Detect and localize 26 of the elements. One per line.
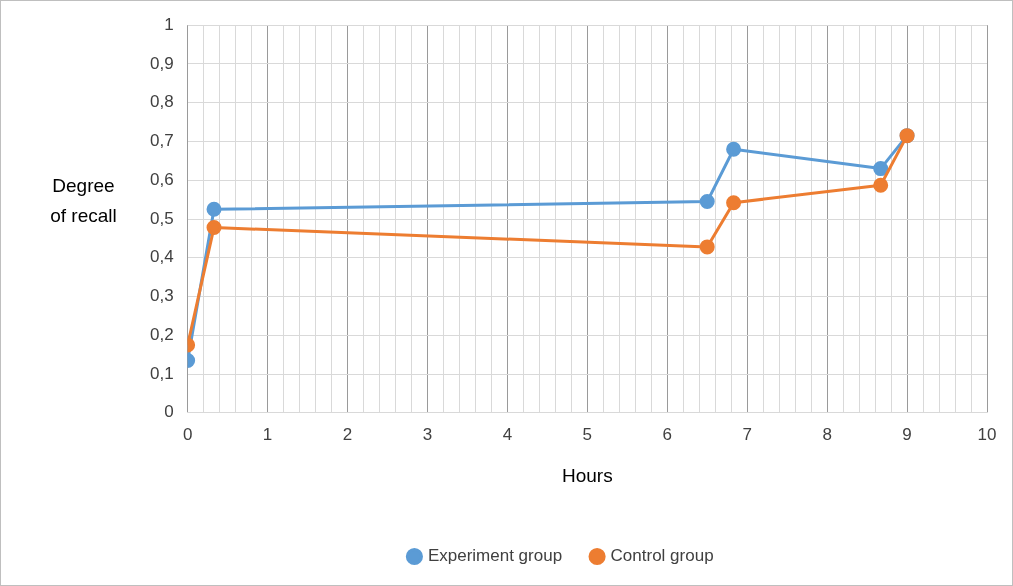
x-tick-label: 3 <box>422 424 433 444</box>
y-tick-label: 0,4 <box>149 247 174 267</box>
x-tick-label: 1 <box>262 424 273 444</box>
y-tick-label: 0,8 <box>149 92 174 112</box>
x-tick-label: 5 <box>582 424 593 444</box>
y-tick-label: 0,5 <box>149 208 174 228</box>
y-axis-title: Degree of recall <box>49 174 118 228</box>
y-tick-label: 1 <box>164 14 174 34</box>
x-tick-label: 2 <box>342 424 353 444</box>
x-tick-label: 7 <box>742 424 752 444</box>
y-tick-label: 0,7 <box>149 131 174 151</box>
x-tick-label: 6 <box>662 424 672 444</box>
y-tick-label: 0 <box>164 402 174 422</box>
x-tick-label: 0 <box>182 424 193 444</box>
y-tick-label: 0,1 <box>149 363 174 383</box>
x-tick-label: 9 <box>902 424 912 444</box>
x-tick-label: 10 <box>977 424 997 444</box>
y-tick-label: 0,9 <box>149 53 174 73</box>
legend-label: Experiment group <box>427 546 563 566</box>
y-tick-label: 0,3 <box>149 286 174 306</box>
legend-label: Control group <box>610 546 714 566</box>
y-tick-label: 0,6 <box>149 169 174 189</box>
x-axis-title: Hours <box>561 464 613 486</box>
x-tick-label: 4 <box>502 424 513 444</box>
x-tick-label: 8 <box>822 424 832 444</box>
y-tick-label: 0,2 <box>149 324 174 344</box>
